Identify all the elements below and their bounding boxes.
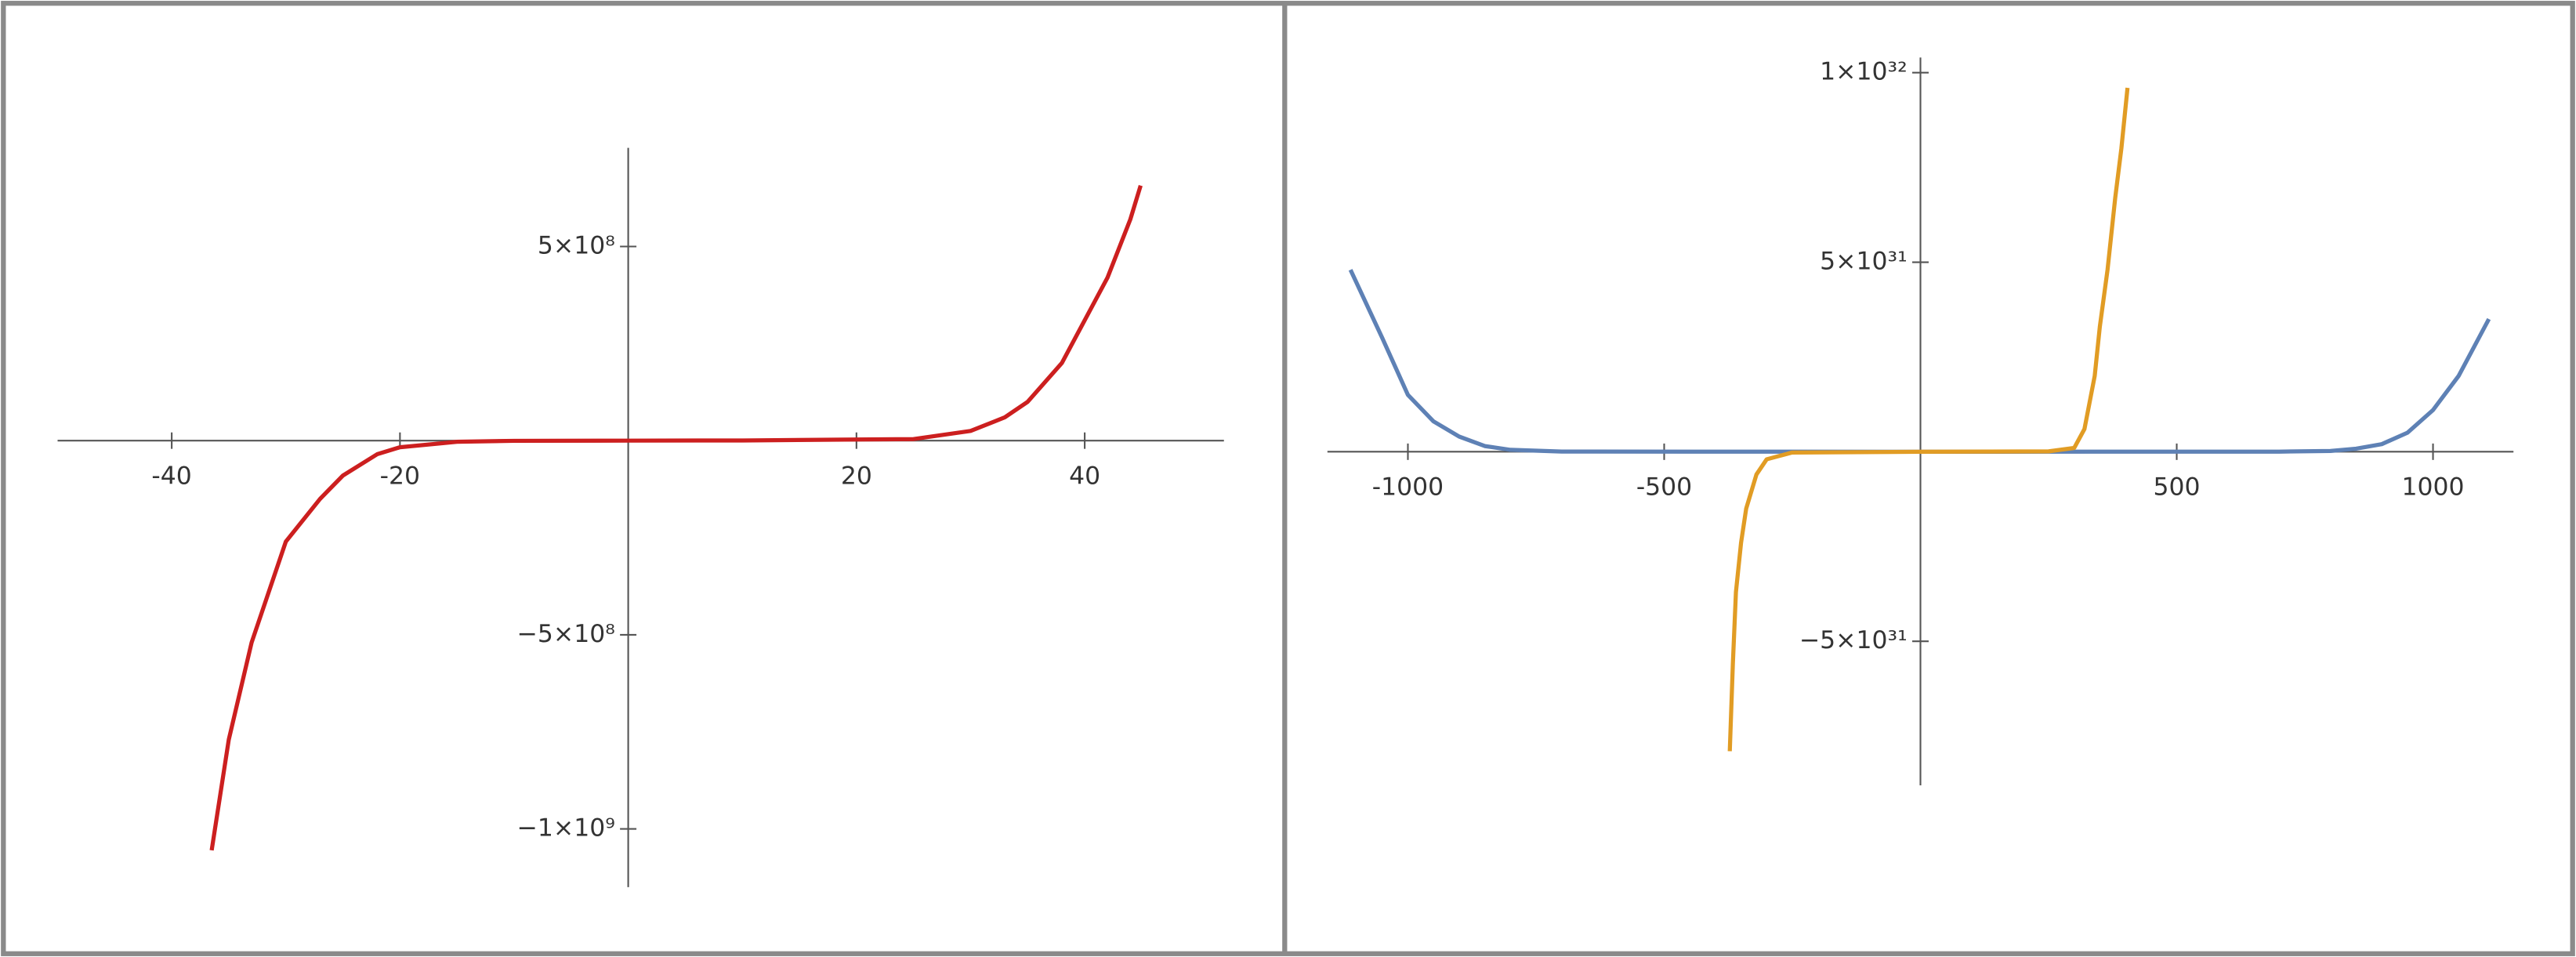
x-tick-label: 500 bbox=[2154, 473, 2201, 501]
y-tick-label: 5×10⁸ bbox=[538, 231, 615, 259]
x-tick-label: -20 bbox=[380, 462, 420, 490]
y-tick-label: 5×10³¹ bbox=[1820, 248, 1908, 276]
y-tick-label: −5×10³¹ bbox=[1799, 626, 1908, 654]
y-tick-label: −1×10⁹ bbox=[517, 814, 615, 843]
line bbox=[1727, 87, 2130, 752]
x-tick-label: -1000 bbox=[1372, 473, 1444, 501]
x-tick-label: 20 bbox=[841, 462, 872, 490]
x-tick-label: 40 bbox=[1069, 462, 1100, 490]
x-tick-label: 1000 bbox=[2402, 473, 2465, 501]
line bbox=[209, 184, 1143, 851]
y-tick-label: 1×10³² bbox=[1820, 58, 1908, 86]
y-tick-label: −5×10⁸ bbox=[517, 620, 615, 648]
x-tick-label: -500 bbox=[1636, 473, 1692, 501]
x-tick-label: -40 bbox=[151, 462, 191, 490]
